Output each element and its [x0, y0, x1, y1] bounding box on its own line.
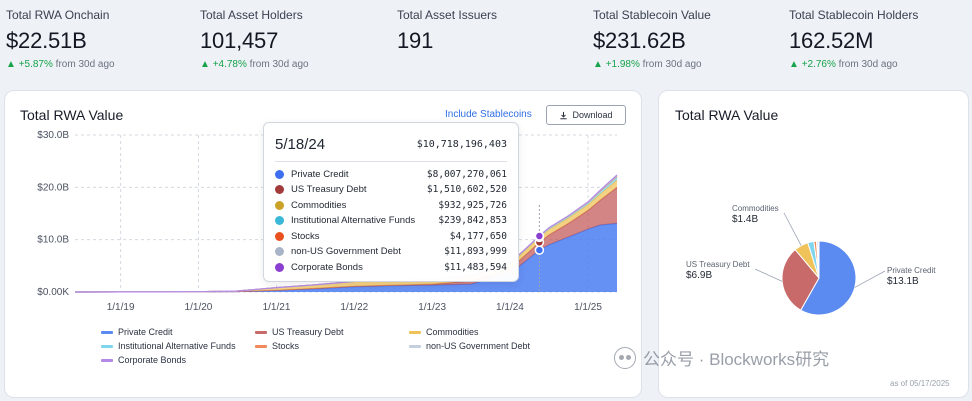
tooltip-dot: [275, 231, 284, 241]
stat-value: 101,457: [200, 28, 279, 53]
hover-marker-corporate-bonds: [534, 231, 545, 241]
card-title: Total RWA Value: [675, 107, 779, 123]
card-title: Total RWA Value: [20, 107, 124, 123]
pie-labels: Private Credit$13.1B US Treasury Debt$6.9…: [686, 204, 936, 288]
up-arrow-icon: ▲: [789, 59, 799, 70]
tooltip-dot: [275, 216, 284, 225]
stat-label: Total Stablecoin Value: [593, 8, 711, 22]
pie-slices: [781, 240, 857, 316]
stats-row: Total RWA Onchain $22.51B ▲ +5.87% from …: [0, 0, 972, 80]
y-tick-label: $10.0B: [37, 235, 69, 246]
pie-leader-line: [754, 268, 783, 282]
stat-value: 162.52M: [789, 28, 874, 53]
watermark: 公众号 · Blockworks研究: [614, 345, 829, 370]
include-stablecoins-toggle[interactable]: Include Stablecoins: [445, 109, 532, 120]
pie-slice-us-treasury-debt[interactable]: [781, 248, 820, 311]
up-arrow-icon: ▲: [593, 59, 603, 70]
stat-value: 191: [397, 28, 434, 53]
hover-marker-private-credit: [534, 245, 545, 255]
stat-change: ▲ +2.76% from 30d ago: [789, 59, 898, 70]
x-tick-label: 1/1/21: [263, 302, 291, 313]
legend-swatch: [409, 330, 421, 334]
legend-item-commodities[interactable]: Commodities: [409, 327, 479, 337]
pie-leader-line: [854, 270, 886, 288]
stat-total-asset-issuers: Total Asset Issuers 191: [397, 8, 497, 54]
legend-item-corporate-bonds[interactable]: Corporate Bonds: [101, 355, 186, 365]
legend-swatch: [101, 330, 113, 334]
tooltip-dot: [275, 169, 284, 179]
pie-slice-private-credit[interactable]: [800, 240, 857, 316]
pie-leader-line: [783, 212, 802, 246]
as-of-date: as of 05/17/2025: [890, 379, 950, 388]
pie-label-value: $6.9B: [686, 270, 712, 281]
tooltip-dot: [275, 200, 284, 210]
download-icon: [560, 111, 568, 119]
x-tick-label: 1/1/20: [185, 302, 213, 313]
stat-change: ▲ +4.78% from 30d ago: [200, 59, 309, 70]
tooltip-dot: [275, 185, 284, 194]
pie-slice-corporate-bonds[interactable]: [817, 240, 820, 279]
up-arrow-icon: ▲: [200, 59, 210, 70]
tooltip-dot: [275, 262, 284, 272]
pie-label-value: $1.4B: [732, 214, 758, 225]
x-tick-label: 1/1/19: [107, 302, 135, 313]
stat-value: $22.51B: [6, 28, 87, 53]
legend-swatch: [255, 330, 267, 334]
stat-label: Total Stablecoin Holders: [789, 8, 919, 22]
stat-value: $231.62B: [593, 28, 686, 53]
x-tick-label: 1/1/25: [574, 302, 602, 313]
hover-markers: [534, 205, 545, 292]
wechat-icon: [614, 346, 636, 369]
pie-label-value: $13.1B: [887, 276, 919, 287]
area-fill: [75, 223, 617, 292]
stat-change: ▲ +1.98% from 30d ago: [593, 59, 702, 70]
legend-swatch: [101, 358, 113, 362]
chart-tooltip: 5/18/24 $10,718,196,403 Private Credit $8…: [263, 122, 519, 282]
tooltip-divider: [275, 161, 507, 162]
x-tick-label: 1/1/23: [418, 302, 446, 313]
legend-item-institutional-alternative-funds[interactable]: Institutional Alternative Funds: [101, 341, 236, 351]
y-tick-label: $30.0B: [37, 130, 69, 141]
pie-chart[interactable]: Private Credit$13.1B US Treasury Debt$6.9…: [659, 91, 970, 399]
stat-change: ▲ +5.87% from 30d ago: [6, 59, 115, 70]
y-tick-label: $20.0B: [37, 182, 69, 193]
pie-label-name: Private Credit: [887, 266, 936, 275]
tooltip-row: Stocks $4,177,650: [275, 229, 507, 243]
tooltip-row: non-US Government Debt $11,893,999: [275, 245, 507, 259]
chart-axis-labels: $0.00K $10.0B $20.0B $30.0B 1/1/19 1/1/20 1/1/…: [37, 130, 602, 313]
stat-total-rwa-onchain: Total RWA Onchain $22.51B ▲ +5.87% from …: [6, 8, 115, 70]
tooltip-row: Institutional Alternative Funds $239,842,…: [275, 214, 507, 228]
tooltip-row: US Treasury Debt $1,510,602,520: [275, 183, 507, 197]
y-tick-label: $0.00K: [37, 287, 69, 298]
x-tick-label: 1/1/22: [340, 302, 368, 313]
rwa-value-pie-card: Total RWA Value Private Credit $13.1B US T…: [658, 90, 969, 398]
x-tick-label: 1/1/24: [496, 302, 524, 313]
legend-item-non-us-government-debt[interactable]: non-US Government Debt: [409, 341, 530, 351]
pie-label-name: Commodities: [732, 204, 779, 213]
stat-label: Total Asset Issuers: [397, 8, 498, 22]
stat-total-stablecoin-value: Total Stablecoin Value $231.62B ▲ +1.98%…: [593, 8, 711, 70]
download-button[interactable]: Download: [546, 105, 626, 125]
legend-swatch: [409, 344, 421, 348]
tooltip-total: $10,718,196,403: [416, 139, 507, 150]
stacked-area-chart[interactable]: $0.00K $10.0B $20.0B $30.0B 1/1/19 1/1/20 1/1/…: [5, 91, 643, 399]
tooltip-row: Commodities $932,925,726: [275, 198, 507, 212]
legend-item-us-treasury-debt[interactable]: US Treasury Debt: [255, 327, 344, 337]
tooltip-row: Corporate Bonds $11,483,594: [275, 260, 507, 274]
pie-label-name: US Treasury Debt: [686, 260, 750, 269]
stat-label: Total Asset Holders: [200, 8, 303, 22]
download-label: Download: [572, 110, 613, 120]
legend-item-private-credit[interactable]: Private Credit: [101, 327, 173, 337]
legend-swatch: [255, 344, 267, 348]
legend-item-stocks[interactable]: Stocks: [255, 341, 299, 351]
stat-label: Total RWA Onchain: [6, 8, 110, 22]
tooltip-dot: [275, 247, 284, 256]
up-arrow-icon: ▲: [6, 59, 16, 70]
legend-swatch: [101, 344, 113, 348]
tooltip-date: 5/18/24: [275, 136, 326, 153]
stat-total-stablecoin-holders: Total Stablecoin Holders 162.52M ▲ +2.76…: [789, 8, 918, 70]
stat-total-asset-holders: Total Asset Holders 101,457 ▲ +4.78% fro…: [200, 8, 309, 70]
tooltip-row: Private Credit $8,007,270,061: [275, 167, 507, 181]
